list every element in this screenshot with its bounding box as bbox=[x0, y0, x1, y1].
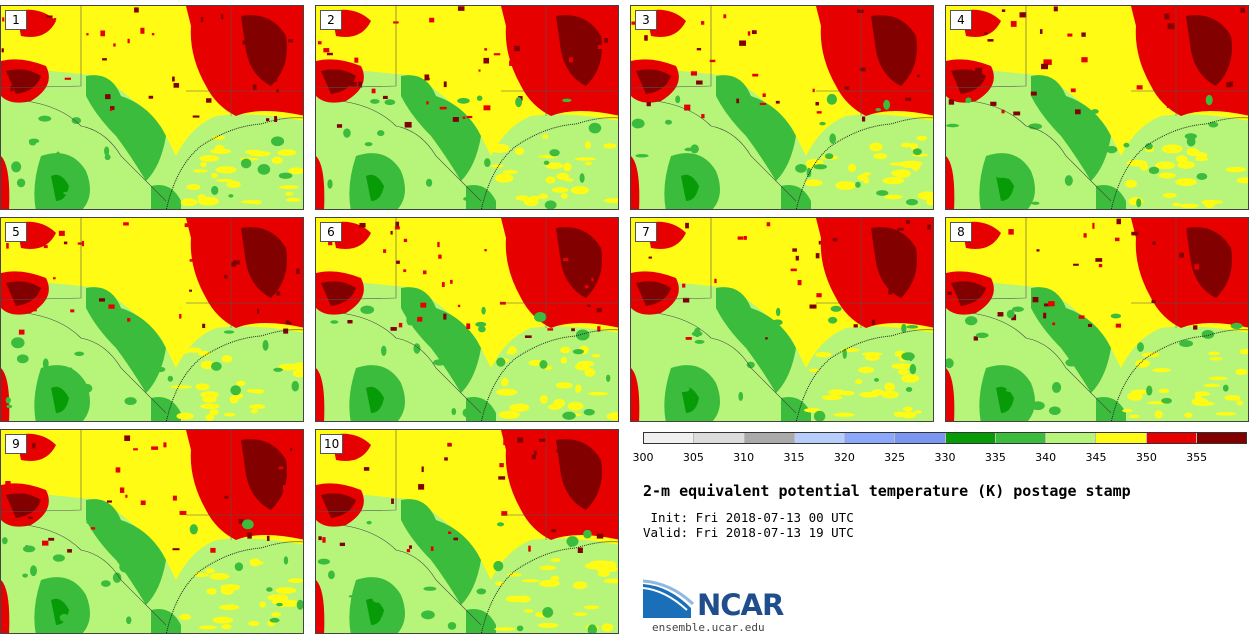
map-panel: 2 bbox=[315, 5, 619, 210]
map-panel: 8 bbox=[945, 217, 1249, 422]
figure-title: 2-m equivalent potential temperature (K)… bbox=[643, 482, 1131, 500]
colorbar-tick-label: 305 bbox=[682, 451, 704, 464]
theta-e-field bbox=[316, 6, 618, 209]
colorbar-segment bbox=[744, 433, 795, 443]
map-panel: 4 bbox=[945, 5, 1249, 210]
member-label: 3 bbox=[635, 10, 657, 30]
colorbar-segment bbox=[845, 433, 896, 443]
colorbar-segment bbox=[1046, 433, 1097, 443]
map-panel: 7 bbox=[630, 217, 934, 422]
member-label: 4 bbox=[950, 10, 972, 30]
theta-e-field bbox=[1, 430, 303, 633]
colorbar-tick-label: 325 bbox=[884, 451, 906, 464]
member-label: 6 bbox=[320, 222, 342, 242]
colorbar-tick-label: 340 bbox=[1035, 451, 1057, 464]
theta-e-field bbox=[946, 218, 1248, 421]
colorbar-segment bbox=[1196, 433, 1246, 443]
theta-e-field bbox=[1, 6, 303, 209]
colorbar-tick-label: 310 bbox=[733, 451, 755, 464]
ncar-logo-icon bbox=[643, 579, 695, 618]
member-label: 7 bbox=[635, 222, 657, 242]
colorbar-segment bbox=[1146, 433, 1197, 443]
valid-time: Valid: Fri 2018-07-13 19 UTC bbox=[643, 525, 854, 540]
map-panel: 1 bbox=[0, 5, 304, 210]
map-panel: 5 bbox=[0, 217, 304, 422]
colorbar-tick-label: 300 bbox=[632, 451, 654, 464]
colorbar-tick-label: 315 bbox=[783, 451, 805, 464]
colorbar-tick-label: 320 bbox=[833, 451, 855, 464]
theta-e-field bbox=[316, 430, 618, 633]
colorbar-segment bbox=[895, 433, 946, 443]
theta-e-field bbox=[946, 6, 1248, 209]
colorbar-segment bbox=[794, 433, 845, 443]
theta-e-field bbox=[1, 218, 303, 421]
theta-e-field bbox=[631, 6, 933, 209]
colorbar-segment bbox=[694, 433, 745, 443]
member-label: 9 bbox=[5, 434, 27, 454]
theta-e-field bbox=[631, 218, 933, 421]
map-panel: 10 bbox=[315, 429, 619, 634]
member-label: 8 bbox=[950, 222, 972, 242]
website-url: ensemble.ucar.edu bbox=[652, 621, 765, 634]
map-panel: 3 bbox=[630, 5, 934, 210]
map-panel: 6 bbox=[315, 217, 619, 422]
theta-e-field bbox=[316, 218, 618, 421]
init-time: Init: Fri 2018-07-13 00 UTC bbox=[643, 510, 854, 525]
colorbar-tick-label: 335 bbox=[984, 451, 1006, 464]
colorbar-segment bbox=[1096, 433, 1147, 443]
member-label: 1 bbox=[5, 10, 27, 30]
colorbar-segment bbox=[945, 433, 996, 443]
member-label: 10 bbox=[320, 434, 344, 454]
colorbar-segment bbox=[995, 433, 1046, 443]
member-label: 2 bbox=[320, 10, 342, 30]
ncar-logo-text: NCAR bbox=[697, 588, 784, 622]
colorbar-tick-label: 330 bbox=[934, 451, 956, 464]
colorbar-tick-label: 350 bbox=[1135, 451, 1157, 464]
colorbar bbox=[643, 432, 1247, 444]
colorbar-segment bbox=[644, 433, 695, 443]
member-label: 5 bbox=[5, 222, 27, 242]
colorbar-tick-label: 345 bbox=[1085, 451, 1107, 464]
colorbar-tick-label: 355 bbox=[1186, 451, 1208, 464]
map-panel: 9 bbox=[0, 429, 304, 634]
